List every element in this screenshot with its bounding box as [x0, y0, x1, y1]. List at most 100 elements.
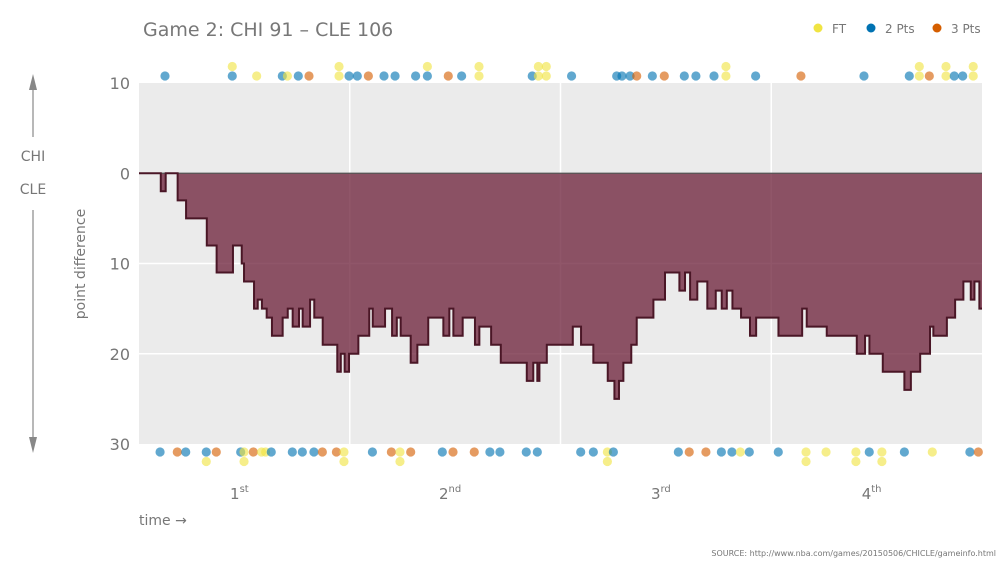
score-dot-chi-3	[659, 71, 669, 81]
score-dot-cle-2	[495, 447, 505, 457]
team-bottom-label: CLE	[20, 182, 46, 198]
lead-step-line	[139, 172, 982, 400]
score-dot-chi-2	[293, 71, 303, 81]
score-dot-cle-2	[588, 447, 598, 457]
down-arrowhead-icon	[29, 437, 37, 453]
lead-area-fill	[139, 173, 982, 399]
score-dot-cle-ft	[395, 447, 405, 457]
score-dot-cle-3	[684, 447, 694, 457]
score-dot-chi-2	[160, 71, 170, 81]
score-dot-cle-ft	[821, 447, 831, 457]
score-dot-chi-2	[457, 71, 467, 81]
score-dot-chi-ft	[721, 61, 731, 72]
score-dot-cle-3	[448, 447, 458, 457]
score-dot-cle-2	[744, 447, 754, 457]
score-dot-chi-ft	[474, 71, 484, 81]
score-dot-cle-2	[716, 447, 726, 457]
score-dot-cle-ft	[877, 456, 887, 467]
score-dot-cle-2	[608, 447, 618, 457]
chart-title: Game 2: CHI 91 – CLE 106	[143, 19, 393, 41]
legend: FT 2 Pts 3 Pts	[813, 22, 981, 36]
score-dot-cle-2	[521, 447, 531, 457]
score-dot-cle-2	[266, 447, 276, 457]
score-dot-cle-2	[532, 447, 542, 457]
score-dot-cle-ft	[851, 456, 861, 467]
score-dot-chi-ft	[533, 71, 543, 81]
score-dot-chi-ft	[941, 61, 951, 72]
score-dot-cle-3	[973, 447, 983, 457]
score-dot-chi-2	[352, 71, 362, 81]
source-note: SOURCE: http://www.nba.com/games/2015050…	[711, 549, 996, 558]
score-dot-cle-ft	[735, 447, 745, 457]
score-dot-cle-2	[899, 447, 909, 457]
legend-3pts-label: 3 Pts	[951, 22, 981, 36]
score-dot-chi-2	[227, 71, 237, 81]
score-dot-cle-3	[701, 447, 711, 457]
score-dot-cle-ft	[239, 447, 249, 457]
quarter-label-suffix: st	[240, 484, 249, 495]
score-dot-cle-ft	[851, 447, 861, 457]
score-dot-chi-ft	[334, 71, 344, 81]
score-dot-cle-2	[864, 447, 874, 457]
y-axis-label: point difference	[73, 209, 89, 319]
score-dot-chi-2	[411, 71, 421, 81]
score-dot-cle-ft	[801, 456, 811, 467]
score-dot-cle-ft	[877, 447, 887, 457]
score-dot-chi-2	[617, 71, 627, 81]
score-dot-cle-2	[367, 447, 378, 457]
y-tick-label: 0	[120, 164, 130, 183]
score-dot-cle-ft	[201, 456, 211, 467]
quarter-label-suffix: rd	[661, 484, 671, 495]
score-dot-cle-3	[172, 447, 182, 457]
score-dot-chi-ft	[914, 71, 924, 81]
score-dot-chi-3	[304, 71, 314, 81]
quarter-label: 4th	[862, 484, 882, 503]
legend-ft-marker	[813, 23, 823, 33]
score-dot-chi-ft	[968, 61, 978, 72]
score-dot-chi-2	[679, 71, 689, 81]
lead-area	[139, 172, 982, 400]
score-dot-chi-2	[625, 71, 635, 81]
score-dot-chi-ft	[474, 61, 484, 72]
score-dot-cle-2	[437, 447, 447, 457]
score-dot-cle-2	[576, 447, 586, 457]
score-dot-cle-ft	[801, 447, 811, 457]
score-dot-cle-3	[386, 447, 396, 457]
score-dot-chi-3	[796, 71, 806, 81]
score-dot-cle-2	[727, 447, 737, 457]
score-dot-cle-2	[181, 447, 191, 457]
score-dot-chi-ft	[541, 71, 551, 81]
score-dot-chi-2	[390, 71, 400, 81]
score-dot-cle-2	[155, 447, 165, 457]
score-dot-chi-3	[632, 71, 642, 81]
score-dot-chi-ft	[227, 61, 237, 72]
y-tick-label: 10	[110, 74, 130, 93]
score-dot-chi-2	[422, 71, 432, 81]
y-tick-label: 10	[110, 255, 130, 274]
score-dot-chi-2	[344, 71, 354, 81]
score-dot-chi-ft	[533, 61, 543, 72]
legend-3pts-marker	[932, 23, 942, 33]
quarter-label: 2nd	[439, 484, 461, 503]
score-dot-cle-2	[965, 447, 975, 457]
score-dot-chi-2	[691, 71, 701, 81]
score-dot-chi-ft	[252, 71, 262, 81]
score-dot-chi-2	[859, 71, 869, 81]
score-dot-chi-3	[443, 71, 453, 81]
quarter-label: 3rd	[651, 484, 671, 503]
score-dot-chi-2	[751, 71, 761, 81]
score-dot-cle-2	[309, 447, 319, 457]
team-top-label: CHI	[21, 149, 45, 165]
score-dot-cle-ft	[927, 447, 937, 457]
legend-2pts-label: 2 Pts	[885, 22, 915, 36]
legend-2pts-marker	[866, 23, 876, 33]
score-dot-chi-2	[379, 71, 389, 81]
score-dot-chi-ft	[941, 71, 951, 81]
score-dot-cle-ft	[395, 456, 405, 467]
legend-ft-label: FT	[832, 22, 847, 36]
score-dot-cle-3	[331, 447, 342, 457]
score-dot-chi-ft	[422, 61, 432, 72]
y-axis-ticks: 10 0 10 20 30	[110, 74, 130, 454]
team-direction-indicator: CHI CLE	[20, 74, 46, 453]
